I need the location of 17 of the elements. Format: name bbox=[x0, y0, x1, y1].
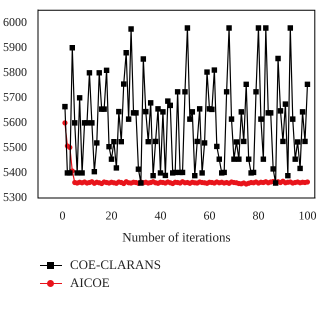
legend-label: COE-CLARANS bbox=[70, 257, 162, 273]
y-tick-label: 5300 bbox=[3, 190, 27, 204]
y-tick-label: 5400 bbox=[3, 165, 27, 180]
y-tick-label: 5600 bbox=[3, 115, 27, 130]
x-tick-label: 100 bbox=[298, 208, 316, 222]
y-tick-label: 6000 bbox=[3, 14, 27, 29]
legend-label: AICOE bbox=[70, 275, 110, 291]
y-tick-label: 5900 bbox=[3, 40, 27, 54]
x-tick-label: 60 bbox=[203, 208, 216, 222]
x-axis-title: Number of iterations bbox=[122, 230, 231, 245]
x-tick-label: 80 bbox=[252, 208, 264, 222]
x-tick-label: 20 bbox=[105, 208, 118, 222]
x-tick-label: 40 bbox=[154, 208, 166, 222]
y-tick-label: 5500 bbox=[3, 140, 27, 154]
y-tick-label: 5700 bbox=[3, 90, 27, 104]
y-tick-label: 5800 bbox=[3, 64, 27, 79]
x-tick-label: 0 bbox=[59, 208, 66, 222]
